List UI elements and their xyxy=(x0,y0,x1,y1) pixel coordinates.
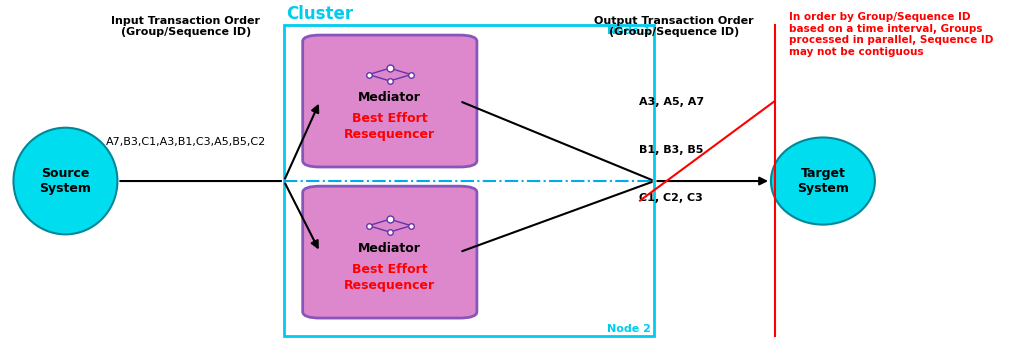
Ellipse shape xyxy=(771,137,874,225)
Text: Mediator: Mediator xyxy=(358,242,421,255)
Text: Cluster: Cluster xyxy=(286,5,353,23)
Text: A3, A5, A7: A3, A5, A7 xyxy=(639,97,705,107)
Text: In order by Group/Sequence ID
based on a time interval, Groups
processed in para: In order by Group/Sequence ID based on a… xyxy=(790,12,993,57)
Text: Input Transaction Order
(Group/Sequence ID): Input Transaction Order (Group/Sequence … xyxy=(112,16,260,37)
Text: B1, B3, B5: B1, B3, B5 xyxy=(639,146,703,156)
Text: Resequencer: Resequencer xyxy=(344,280,435,292)
Text: Target
System: Target System xyxy=(797,167,849,195)
Text: Best Effort: Best Effort xyxy=(352,112,428,125)
Text: Resequencer: Resequencer xyxy=(344,128,435,141)
Ellipse shape xyxy=(13,128,118,234)
Text: Mediator: Mediator xyxy=(358,91,421,104)
Text: Node 1: Node 1 xyxy=(607,26,650,36)
Text: Output Transaction Order
(Group/Sequence ID): Output Transaction Order (Group/Sequence… xyxy=(594,16,754,37)
FancyBboxPatch shape xyxy=(303,35,477,167)
FancyBboxPatch shape xyxy=(284,25,654,336)
Text: A7,B3,C1,A3,B1,C3,A5,B5,C2: A7,B3,C1,A3,B1,C3,A5,B5,C2 xyxy=(105,137,266,147)
FancyBboxPatch shape xyxy=(303,186,477,318)
Text: Best Effort: Best Effort xyxy=(352,263,428,276)
Text: Source
System: Source System xyxy=(40,167,91,195)
Text: Node 2: Node 2 xyxy=(607,324,650,334)
Text: C1, C2, C3: C1, C2, C3 xyxy=(639,193,702,203)
